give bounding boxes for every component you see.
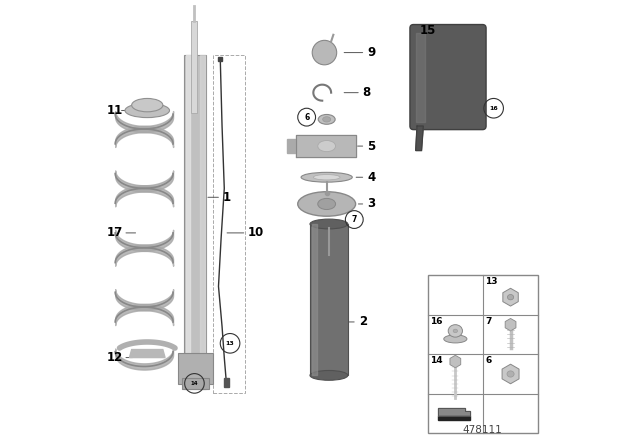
Polygon shape (438, 408, 470, 416)
Ellipse shape (125, 103, 170, 117)
Ellipse shape (318, 198, 335, 210)
Text: 16: 16 (489, 106, 498, 111)
Text: 7: 7 (485, 317, 492, 326)
Text: 3: 3 (367, 198, 375, 211)
Ellipse shape (301, 172, 352, 182)
Text: 17: 17 (107, 226, 124, 239)
Text: 12: 12 (107, 351, 124, 364)
Ellipse shape (448, 325, 463, 337)
Bar (213, 55, 245, 393)
Text: 478111: 478111 (463, 426, 502, 435)
Text: 13: 13 (226, 341, 234, 346)
Ellipse shape (318, 141, 335, 152)
Text: 14: 14 (430, 357, 443, 366)
Text: 7: 7 (351, 215, 357, 224)
FancyBboxPatch shape (410, 25, 486, 129)
Bar (182, 378, 209, 389)
Ellipse shape (323, 116, 331, 122)
Text: 15: 15 (420, 24, 436, 37)
Text: 14: 14 (191, 381, 198, 386)
Ellipse shape (318, 115, 335, 124)
Polygon shape (438, 416, 470, 420)
Polygon shape (287, 139, 296, 153)
Bar (191, 22, 196, 113)
Text: 11: 11 (107, 104, 124, 117)
Polygon shape (129, 349, 165, 358)
Text: 10: 10 (248, 226, 264, 239)
Text: 13: 13 (485, 277, 498, 286)
Text: 4: 4 (367, 171, 376, 184)
Ellipse shape (298, 192, 356, 216)
Bar (184, 55, 207, 389)
Text: 6: 6 (485, 357, 492, 366)
Text: 1: 1 (223, 191, 231, 204)
Text: 5: 5 (367, 140, 376, 153)
Bar (177, 353, 213, 384)
Ellipse shape (508, 294, 514, 300)
Text: 2: 2 (359, 315, 367, 328)
Ellipse shape (453, 329, 458, 333)
Text: 6: 6 (304, 112, 309, 122)
Ellipse shape (314, 175, 340, 180)
Bar (310, 224, 348, 375)
Bar (428, 275, 538, 433)
Ellipse shape (310, 219, 348, 229)
Ellipse shape (312, 40, 337, 65)
Polygon shape (224, 378, 228, 387)
Ellipse shape (310, 370, 348, 380)
Ellipse shape (132, 99, 163, 112)
Text: 9: 9 (367, 46, 376, 59)
Text: 16: 16 (430, 317, 442, 326)
Text: 8: 8 (363, 86, 371, 99)
Polygon shape (296, 135, 356, 157)
Ellipse shape (444, 335, 467, 343)
Ellipse shape (507, 371, 514, 377)
Polygon shape (416, 126, 423, 151)
